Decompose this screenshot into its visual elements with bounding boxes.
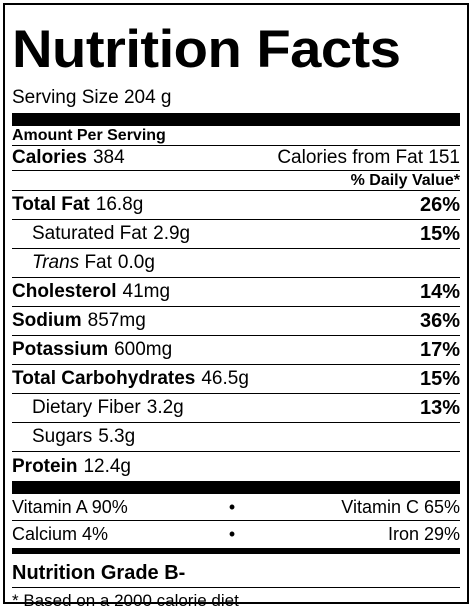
- amount-per-serving-text: Amount Per Serving: [12, 126, 166, 144]
- nutrient-row-potassium: Potassium 600mg 17%: [12, 336, 460, 365]
- nutrient-label: Dietary Fiber: [32, 397, 141, 418]
- nutrition-grade: Nutrition Grade B-: [12, 560, 460, 588]
- nutrient-label: Cholesterol: [12, 281, 117, 302]
- nutrition-grade-text: Nutrition Grade B-: [12, 562, 186, 584]
- nutrient-amount: 41mg: [122, 281, 171, 302]
- nutrient-amount: 857mg: [87, 310, 146, 331]
- vitamin-row: Calcium 4% • Iron 29%: [12, 521, 460, 548]
- divider-thick: [12, 113, 460, 126]
- serving-size: Serving Size 204 g: [12, 83, 460, 113]
- serving-size-text: Serving Size 204 g: [12, 87, 172, 108]
- vitamin-left: Vitamin A 90%: [12, 496, 128, 517]
- label-title: Nutrition Facts: [12, 20, 401, 79]
- calories-label: Calories: [12, 147, 87, 168]
- nutrient-label: Sodium: [12, 310, 82, 331]
- nutrient-row-total-carbohydrates: Total Carbohydrates 46.5g 15%: [12, 365, 460, 394]
- amount-per-serving: Amount Per Serving: [12, 126, 460, 146]
- daily-value-header: % Daily Value*: [12, 171, 460, 191]
- nutrient-percent: 14%: [419, 280, 460, 303]
- calories-row: Calories 384 Calories from Fat 151: [12, 146, 460, 171]
- nutrient-label: Potassium: [12, 339, 109, 360]
- nutrient-percent: 26%: [419, 193, 460, 216]
- nutrient-row-dietary-fiber: Dietary Fiber 3.2g 13%: [12, 394, 460, 423]
- nutrient-amount: 3.2g: [146, 397, 184, 418]
- nutrition-facts-label: Nutrition Facts Serving Size 204 g Amoun…: [3, 3, 469, 610]
- divider-medium: [12, 548, 460, 554]
- nutrient-amount: 2.9g: [153, 223, 191, 244]
- nutrient-amount: 600mg: [114, 339, 173, 360]
- nutrient-label: Sugars: [32, 426, 93, 447]
- nutrient-row-sodium: Sodium 857mg 36%: [12, 307, 460, 336]
- nutrient-row-cholesterol: Cholesterol 41mg 14%: [12, 278, 460, 307]
- nutrient-label: Protein: [12, 455, 78, 477]
- nutrient-row-trans-fat: Trans Fat 0.0g: [12, 249, 460, 278]
- bullet: •: [228, 524, 236, 544]
- calories-value: 384: [92, 147, 125, 168]
- nutrient-row-total-fat: Total Fat 16.8g 26%: [12, 191, 460, 220]
- vitamin-right: Vitamin C 65%: [341, 496, 460, 517]
- nutrient-amount: 16.8g: [95, 194, 144, 215]
- footnote-text: * Based on a 2000 calorie diet: [12, 591, 239, 610]
- nutrient-percent: 36%: [419, 309, 460, 332]
- nutrient-label-italic: Trans: [32, 252, 80, 273]
- footnote: * Based on a 2000 calorie diet: [12, 588, 460, 614]
- vitamin-left: Calcium 4%: [12, 524, 109, 544]
- nutrient-row-protein: Protein 12.4g: [12, 452, 460, 481]
- nutrient-percent: 13%: [419, 396, 460, 419]
- nutrient-percent: 15%: [419, 222, 460, 245]
- nutrient-label: Saturated Fat: [32, 223, 148, 244]
- daily-value-header-text: % Daily Value*: [350, 171, 460, 189]
- nutrient-label: Total Carbohydrates: [12, 368, 196, 389]
- nutrient-label: Fat: [84, 252, 112, 273]
- nutrient-amount: 12.4g: [83, 455, 131, 477]
- bullet: •: [228, 496, 236, 517]
- divider-thick: [12, 481, 460, 494]
- nutrient-amount: 5.3g: [98, 426, 136, 447]
- vitamin-right: Iron 29%: [387, 524, 460, 544]
- nutrient-amount: 46.5g: [201, 368, 249, 389]
- nutrient-row-sugars: Sugars 5.3g: [12, 423, 460, 452]
- vitamin-row: Vitamin A 90% • Vitamin C 65%: [12, 494, 460, 521]
- nutrient-percent: 17%: [419, 338, 460, 361]
- calories-from-fat: Calories from Fat 151: [277, 147, 460, 168]
- nutrient-row-saturated-fat: Saturated Fat 2.9g 15%: [12, 220, 460, 249]
- nutrient-percent: 15%: [419, 367, 460, 390]
- nutrient-label: Total Fat: [12, 194, 90, 215]
- nutrient-amount: 0.0g: [117, 252, 155, 273]
